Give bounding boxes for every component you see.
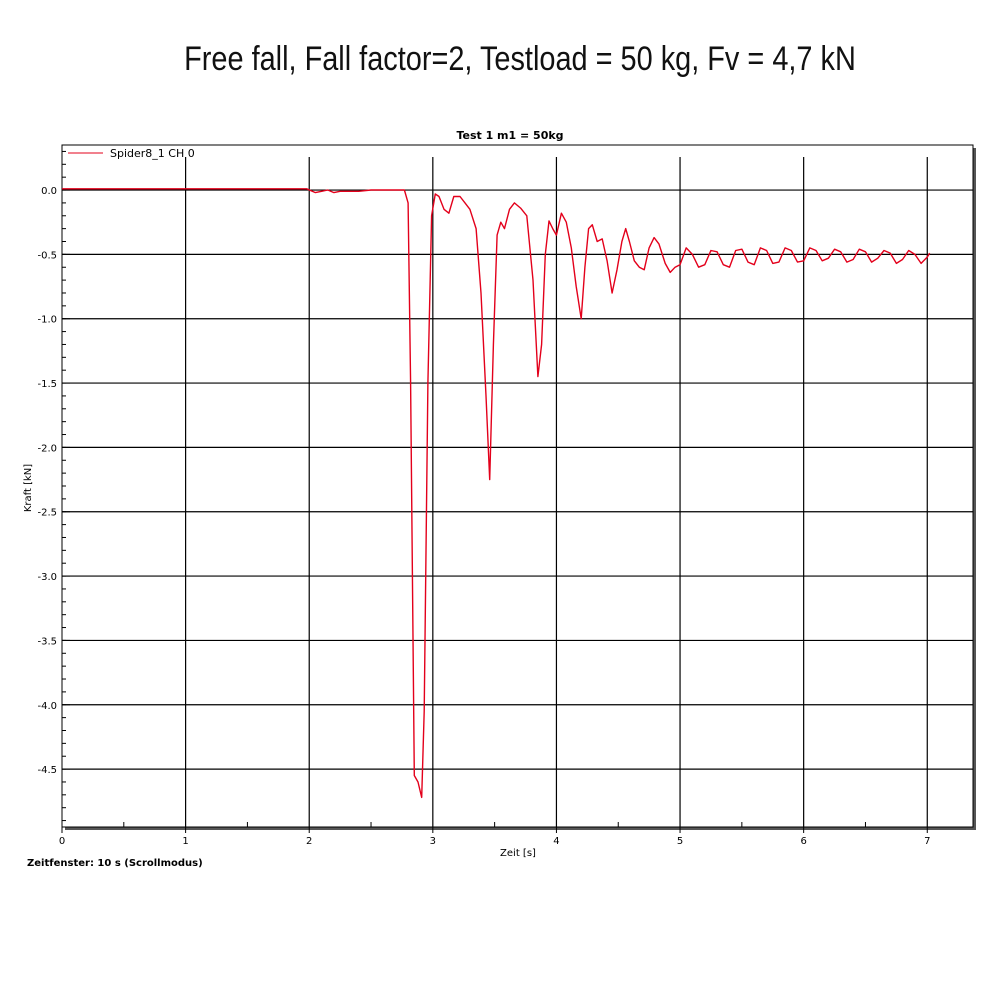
y-tick-label: -4.0: [37, 701, 57, 712]
x-tick-labels: 0 1 2 3 4 5 6 7: [59, 836, 931, 847]
y-axis-label: Kraft [kN]: [23, 464, 34, 512]
y-tick-label: -1.0: [37, 315, 57, 326]
x-tick-label: 7: [924, 836, 930, 847]
x-tick-label: 4: [553, 836, 559, 847]
x-minor-ticks: [61, 822, 928, 833]
y-tick-label: -1.5: [37, 379, 57, 390]
y-tick-label: -2.5: [37, 508, 57, 519]
y-tick-label: -4.5: [37, 765, 57, 776]
x-tick-label: 3: [430, 836, 436, 847]
time-window-note: Zeitfenster: 10 s (Scrollmodus): [27, 858, 203, 869]
x-axis-label: Zeit [s]: [500, 848, 536, 859]
y-tick-label: -3.5: [37, 636, 57, 647]
x-tick-label: 5: [677, 836, 683, 847]
x-grid: [185, 157, 928, 827]
y-grid: [62, 189, 973, 770]
series-line-spider8-1-ch0: [62, 188, 931, 799]
y-tick-label: 0.0: [41, 186, 57, 197]
plot-area: [61, 144, 974, 828]
legend-entry: Spider8_1 CH 0: [110, 147, 195, 160]
x-tick-label: 2: [306, 836, 312, 847]
page-title: Free fall, Fall factor=2, Testload = 50 …: [184, 40, 856, 78]
legend: Spider8_1 CH 0: [68, 147, 195, 160]
chart-title: Test 1 m1 = 50kg: [456, 129, 563, 142]
y-tick-label: -0.5: [37, 250, 57, 261]
y-tick-label: -2.0: [37, 443, 57, 454]
y-minor-ticks: [62, 150, 70, 822]
y-tick-labels: 0.0 -0.5 -1.0 -1.5 -2.0 -2.5 -3.0 -3.5 -4.0 -4.5: [37, 186, 57, 776]
x-tick-label: 1: [182, 836, 188, 847]
x-tick-label: 0: [59, 836, 65, 847]
x-tick-label: 6: [800, 836, 806, 847]
y-tick-label: -3.0: [37, 572, 57, 583]
